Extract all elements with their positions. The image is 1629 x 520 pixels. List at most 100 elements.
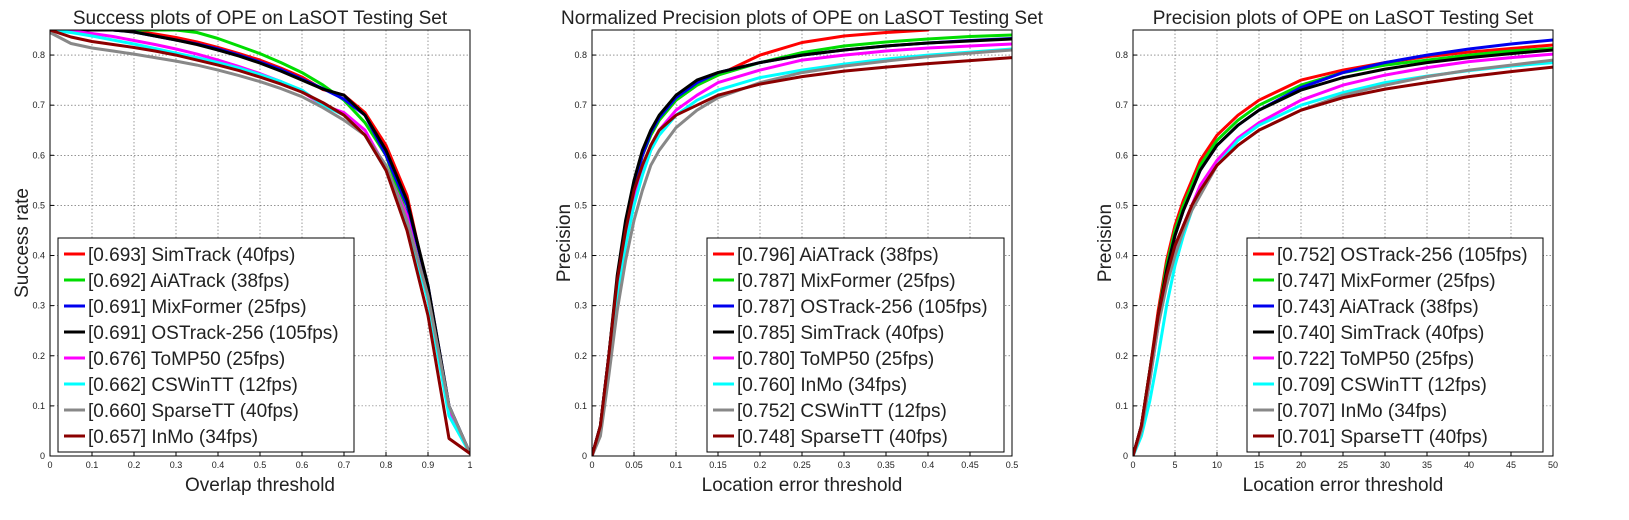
y-tick-label: 0 — [1123, 451, 1128, 461]
legend-entry: [0.693] SimTrack (40fps) — [88, 245, 295, 266]
y-tick-label: 0.7 — [32, 100, 45, 110]
x-axis-label: Location error threshold — [1243, 475, 1444, 496]
legend-entry: [0.692] AiATrack (38fps) — [88, 271, 290, 292]
chart-2: 0 0.05 0.1 0.15 0.2 0.25 0.3 0.35 0.4 0.45 0.5 0 0.1… — [554, 8, 1044, 496]
legend-entry: [0.662] CSWinTT (12fps) — [88, 375, 298, 396]
legend-entry: [0.787] OSTrack-256 (105fps) — [737, 297, 988, 318]
x-tick-label: 0.9 — [422, 460, 435, 470]
x-tick-label: 0.8 — [380, 460, 393, 470]
y-tick-label: 0.8 — [1115, 50, 1128, 60]
series-line-7 — [592, 48, 1012, 456]
series-line-8 — [50, 30, 470, 455]
series-line-4 — [50, 30, 470, 455]
series-line-8 — [1133, 65, 1553, 456]
chart-title: Success plots of OPE on LaSOT Testing Se… — [73, 8, 448, 29]
y-tick-label: 0.4 — [574, 251, 587, 261]
legend-entry: [0.743] AiATrack (38fps) — [1277, 297, 1479, 318]
legend-entry: [0.722] ToMP50 (25fps) — [1277, 349, 1474, 370]
y-tick-label: 0.5 — [32, 200, 45, 210]
series-line-7 — [50, 31, 470, 455]
x-tick-label: 10 — [1212, 460, 1222, 470]
y-tick-label: 0.2 — [1115, 351, 1128, 361]
y-tick-label: 0.1 — [1115, 401, 1128, 411]
x-tick-label: 0.4 — [922, 460, 935, 470]
x-tick-label: 0.3 — [838, 460, 851, 470]
x-tick-label: 0.3 — [170, 460, 183, 470]
legend-entry: [0.691] MixFormer (25fps) — [88, 297, 307, 318]
legend-entry: [0.701] SparseTT (40fps) — [1277, 427, 1488, 448]
y-tick-label: 0.1 — [32, 401, 45, 411]
y-tick-label: 0 — [582, 451, 587, 461]
y-tick-label: 0.4 — [1115, 251, 1128, 261]
chart-1: 0 0.1 0.2 0.3 0.4 0.5 0.6 0.7 0.8 0.9 1 0 0.1 0.2 0.3 0… — [12, 8, 473, 496]
y-axis-label: Precision — [1095, 204, 1116, 282]
y-tick-label: 0.7 — [1115, 100, 1128, 110]
x-axis-label: Overlap threshold — [185, 475, 335, 496]
y-tick-label: 0.8 — [574, 50, 587, 60]
y-tick-label: 0.6 — [32, 150, 45, 160]
legend-entry: [0.780] ToMP50 (25fps) — [737, 349, 934, 370]
legend-entry: [0.785] SimTrack (40fps) — [737, 323, 944, 344]
y-tick-label: 0.2 — [574, 351, 587, 361]
legend-entry: [0.748] SparseTT (40fps) — [737, 427, 948, 448]
x-tick-label: 0 — [1130, 460, 1135, 470]
y-tick-label: 0 — [40, 451, 45, 461]
y-tick-label: 0.3 — [574, 301, 587, 311]
series-lines — [1133, 38, 1553, 456]
x-tick-label: 1 — [467, 460, 472, 470]
y-tick-label: 0.5 — [574, 200, 587, 210]
legend-entry: [0.760] InMo (34fps) — [737, 375, 907, 396]
y-tick-label: 0.8 — [32, 50, 45, 60]
legend-entry: [0.740] SimTrack (40fps) — [1277, 323, 1484, 344]
legend: [0.693] SimTrack (40fps) [0.692] AiATrack… — [57, 237, 355, 453]
x-tick-label: 40 — [1464, 460, 1474, 470]
legend: [0.752] OSTrack-256 (105fps) [0.747] MixF… — [1246, 237, 1544, 453]
legend-entry: [0.691] OSTrack-256 (105fps) — [88, 323, 339, 344]
legend-entry: [0.660] SparseTT (40fps) — [88, 401, 299, 422]
x-tick-label: 50 — [1548, 460, 1558, 470]
y-axis-label: Precision — [554, 204, 575, 282]
x-tick-label: 0 — [589, 460, 594, 470]
legend-entry: [0.709] CSWinTT (12fps) — [1277, 375, 1487, 396]
chart-3: 0 5 10 15 20 25 30 35 40 45 50 0 0.1 0.2 0.3 0.4 0.5 0.6 0… — [1095, 8, 1558, 496]
x-tick-label: 0.5 — [254, 460, 267, 470]
legend-entry: [0.676] ToMP50 (25fps) — [88, 349, 285, 370]
y-tick-label: 0.1 — [574, 401, 587, 411]
x-tick-label: 0.7 — [338, 460, 351, 470]
series-line-8 — [592, 56, 1012, 456]
x-tick-label: 0.1 — [86, 460, 99, 470]
legend-entry: [0.787] MixFormer (25fps) — [737, 271, 956, 292]
x-tick-label: 0 — [47, 460, 52, 470]
y-tick-label: 0.7 — [574, 100, 587, 110]
legend-box — [57, 237, 355, 453]
x-tick-label: 0.5 — [1006, 460, 1019, 470]
chart-title: Precision plots of OPE on LaSOT Testing … — [1153, 8, 1534, 29]
x-tick-label: 0.05 — [625, 460, 643, 470]
x-tick-label: 0.2 — [754, 460, 767, 470]
x-tick-label: 0.25 — [793, 460, 811, 470]
y-tick-label: 0.6 — [1115, 150, 1128, 160]
y-tick-label: 0.3 — [32, 301, 45, 311]
legend-box — [706, 237, 1005, 453]
x-tick-label: 5 — [1172, 460, 1177, 470]
series-lines — [50, 30, 470, 455]
series-lines — [592, 30, 1012, 456]
x-tick-label: 0.1 — [670, 460, 683, 470]
x-axis-label: Location error threshold — [702, 475, 903, 496]
x-tick-label: 0.15 — [709, 460, 727, 470]
legend-entry: [0.752] OSTrack-256 (105fps) — [1277, 245, 1528, 266]
y-tick-label: 0.4 — [32, 251, 45, 261]
y-tick-label: 0.6 — [574, 150, 587, 160]
chart-title: Normalized Precision plots of OPE on LaS… — [561, 8, 1044, 29]
x-tick-label: 20 — [1296, 460, 1306, 470]
y-tick-label: 0.5 — [1115, 200, 1128, 210]
legend-entry: [0.747] MixFormer (25fps) — [1277, 271, 1496, 292]
y-tick-label: 0.2 — [32, 351, 45, 361]
x-tick-label: 15 — [1254, 460, 1264, 470]
legend-entry: [0.707] InMo (34fps) — [1277, 401, 1447, 422]
x-tick-label: 0.45 — [961, 460, 979, 470]
x-tick-label: 35 — [1422, 460, 1432, 470]
series-line-2 — [50, 30, 470, 455]
x-tick-label: 0.35 — [877, 460, 895, 470]
